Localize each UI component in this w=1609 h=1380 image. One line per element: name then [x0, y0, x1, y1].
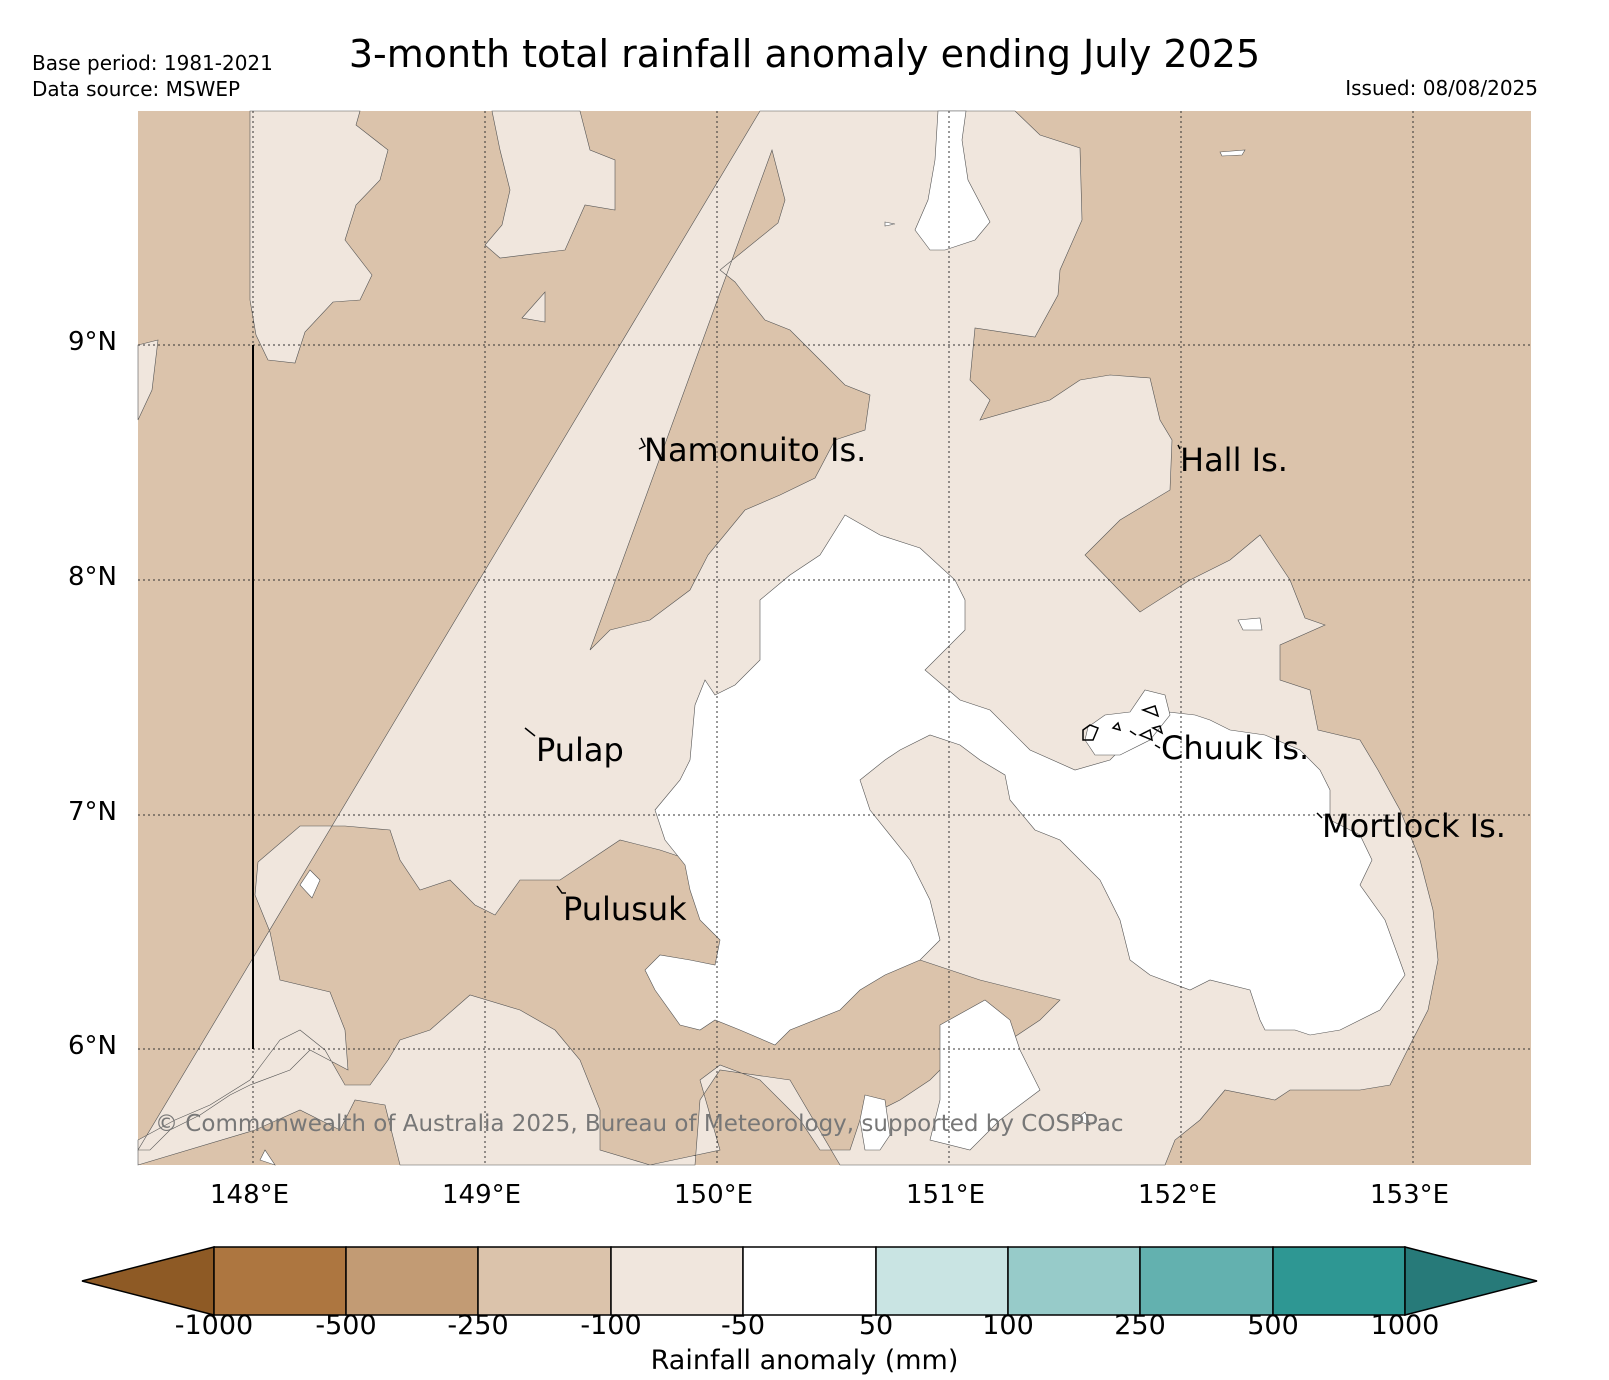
colorbar-tick: 100: [982, 1310, 1034, 1341]
lon-label-148e: 148°E: [210, 1180, 290, 1210]
colorbar-tick: -1000: [174, 1310, 254, 1341]
lon-label-153e: 153°E: [1370, 1180, 1450, 1210]
lat-label-9n: 9°N: [68, 327, 117, 357]
lat-label-7n: 7°N: [68, 797, 117, 827]
place-label-namonuito: Namonuito Is.: [644, 431, 867, 469]
place-label-chuuk: Chuuk Is.: [1161, 729, 1310, 767]
island-outlines: [524, 437, 1323, 894]
base-period: Base period: 1981-2021: [32, 51, 273, 75]
place-label-pulusuk: Pulusuk: [563, 890, 687, 928]
copyright-notice: © Commonwealth of Australia 2025, Bureau…: [155, 1111, 1124, 1137]
lon-label-151e: 151°E: [906, 1180, 986, 1210]
colorbar-tick: 250: [1114, 1310, 1166, 1341]
data-source: Data source: MSWEP: [32, 77, 241, 101]
colorbar-tick: -250: [447, 1310, 509, 1341]
colorbar-tick: 500: [1247, 1310, 1299, 1341]
colorbar-tick: 1000: [1370, 1310, 1440, 1341]
place-label-pulap: Pulap: [536, 731, 624, 769]
colorbar-tick: -50: [720, 1310, 766, 1341]
colorbar-title: Rainfall anomaly (mm): [650, 1345, 959, 1376]
lat-label-8n: 8°N: [68, 562, 117, 592]
graticule: [138, 111, 1531, 1165]
place-label-hall: Hall Is.: [1180, 441, 1288, 479]
lon-label-152e: 152°E: [1138, 1180, 1218, 1210]
colorbar-tick: -100: [580, 1310, 642, 1341]
anomaly-band-neutral: [259, 110, 1406, 1166]
colorbar-tick: 50: [858, 1310, 894, 1341]
lon-label-149e: 149°E: [442, 1180, 522, 1210]
issued-date: Issued: 08/08/2025: [1345, 76, 1538, 100]
colorbar-tick: -500: [315, 1310, 377, 1341]
map-metadata: Base period: 1981-2021 Data source: MSWE…: [32, 50, 273, 102]
colorbar-extend-low: [81, 1246, 215, 1316]
colorbar: [81, 1246, 1538, 1316]
colorbar-extend-high: [1404, 1246, 1538, 1316]
map-title: 3-month total rainfall anomaly ending Ju…: [348, 32, 1261, 76]
lon-label-150e: 150°E: [674, 1180, 754, 1210]
lat-label-6n: 6°N: [68, 1031, 117, 1061]
place-label-mortlock: Mortlock Is.: [1322, 807, 1506, 845]
